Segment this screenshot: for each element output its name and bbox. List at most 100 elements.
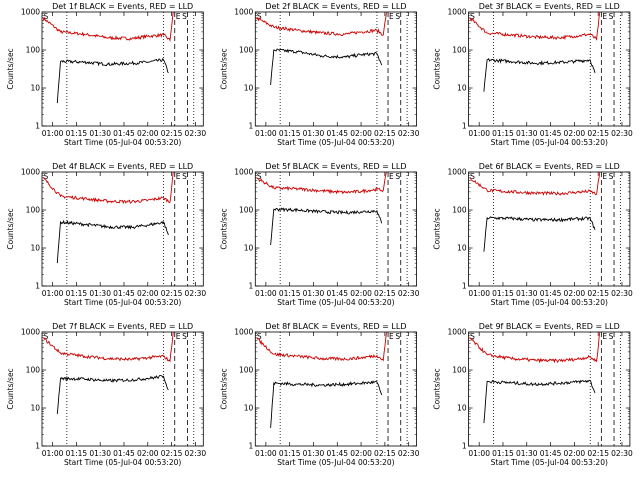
x-tick-label: 01:00 <box>468 449 490 458</box>
x-axis-label: Start Time (05-Jul-04 00:53:20) <box>277 138 394 147</box>
marker-s: S <box>182 172 187 181</box>
marker-s: S <box>395 332 400 341</box>
marker-e: E <box>176 332 181 341</box>
x-tick-label: 01:45 <box>326 129 348 138</box>
y-tick-label: 10 <box>30 244 40 253</box>
y-tick-label: 1000 <box>448 328 467 337</box>
y-tick-label: 1000 <box>21 328 40 337</box>
x-tick-label: 02:30 <box>611 289 633 298</box>
x-tick-label: 01:45 <box>540 449 562 458</box>
y-tick-label: 100 <box>26 366 41 375</box>
lld-series-line <box>469 331 601 364</box>
y-tick-label: 1 <box>462 282 467 291</box>
x-tick-label: 02:00 <box>137 449 159 458</box>
x-tick-label: 01:30 <box>89 129 111 138</box>
x-tick-label: 01:15 <box>492 449 514 458</box>
panel-det-1: Det 1f BLACK = Events, RED = LLD 1 10 100 10… <box>6 2 206 147</box>
lld-series-line <box>469 11 601 41</box>
x-tick-label: 01:30 <box>516 129 538 138</box>
y-tick-label: 10 <box>457 84 467 93</box>
x-tick-label: 02:00 <box>350 289 372 298</box>
y-tick-label: 100 <box>239 366 254 375</box>
plot-frame <box>468 11 631 127</box>
x-tick-label: 01:15 <box>279 289 301 298</box>
panel-det-6: Det 6f BLACK = Events, RED = LLD 1 10 100 10… <box>433 162 633 307</box>
x-tick-label: 01:15 <box>279 449 301 458</box>
x-tick-label: 01:15 <box>492 289 514 298</box>
y-tick-label: 10 <box>244 404 254 413</box>
x-tick-label: 01:30 <box>516 289 538 298</box>
x-axis-label: Start Time (05-Jul-04 00:53:20) <box>64 458 181 467</box>
lld-series-line <box>469 171 601 196</box>
marker-s: S <box>470 332 475 341</box>
y-axis-label: Counts/sec <box>433 208 442 249</box>
y-axis-label: Counts/sec <box>219 208 228 249</box>
panel-det-7: Det 7f BLACK = Events, RED = LLD 1 10 100 10… <box>6 322 206 467</box>
panel-det-2: Det 2f BLACK = Events, RED = LLD 1 10 100 10… <box>219 2 419 147</box>
marker-s: S <box>470 12 475 21</box>
y-tick-label: 1 <box>249 282 254 291</box>
y-tick-label: 100 <box>26 46 41 55</box>
marker-e: E <box>389 12 394 21</box>
x-axis-label: Start Time (05-Jul-04 00:53:20) <box>277 298 394 307</box>
events-series-line <box>270 48 383 86</box>
chart-title: Det 8f BLACK = Events, RED = LLD <box>265 322 406 331</box>
y-tick-label: 100 <box>239 206 254 215</box>
y-tick-label: 100 <box>452 46 467 55</box>
lld-series-line <box>42 171 174 205</box>
chart-title: Det 9f BLACK = Events, RED = LLD <box>479 322 620 331</box>
plot-frame <box>254 11 418 127</box>
x-tick-label: 01:00 <box>42 289 64 298</box>
x-tick-label: 02:00 <box>350 449 372 458</box>
events-series-line <box>483 58 596 92</box>
x-tick-label: 01:30 <box>89 449 111 458</box>
y-tick-label: 100 <box>452 206 467 215</box>
y-axis-label: Counts/sec <box>433 48 442 89</box>
x-tick-label: 02:00 <box>564 129 586 138</box>
y-tick-label: 1 <box>249 122 254 131</box>
x-tick-label: 02:30 <box>185 289 207 298</box>
x-tick-label: 02:15 <box>374 449 396 458</box>
plot-frame <box>254 331 418 447</box>
x-tick-label: 02:00 <box>350 129 372 138</box>
x-tick-label: 02:15 <box>374 129 396 138</box>
x-axis-label: Start Time (05-Jul-04 00:53:20) <box>491 458 608 467</box>
x-tick-label: 01:00 <box>468 289 490 298</box>
y-tick-label: 1 <box>35 442 40 451</box>
x-tick-label: 01:45 <box>113 449 135 458</box>
events-series-line <box>483 216 596 252</box>
y-axis-label: Counts/sec <box>6 368 15 409</box>
chart-title: Det 4f BLACK = Events, RED = LLD <box>52 162 193 171</box>
marker-s: S <box>44 332 49 341</box>
lld-series-line <box>256 11 387 36</box>
y-tick-label: 1000 <box>234 8 253 17</box>
chart-title: Det 2f BLACK = Events, RED = LLD <box>265 2 406 11</box>
x-tick-label: 01:00 <box>42 449 64 458</box>
y-tick-label: 1 <box>35 282 40 291</box>
chart-title: Det 5f BLACK = Events, RED = LLD <box>265 162 406 171</box>
marker-e: E <box>602 332 607 341</box>
x-tick-label: 02:30 <box>611 129 633 138</box>
marker-s: S <box>609 172 614 181</box>
y-axis-label: Counts/sec <box>433 368 442 409</box>
y-tick-label: 1000 <box>21 8 40 17</box>
x-tick-label: 01:30 <box>303 289 325 298</box>
x-tick-label: 02:15 <box>374 289 396 298</box>
lld-series-line <box>256 331 387 362</box>
marker-s: S <box>182 12 187 21</box>
x-tick-label: 02:30 <box>398 129 420 138</box>
marker-s: S <box>609 12 614 21</box>
y-tick-label: 100 <box>452 366 467 375</box>
x-tick-label: 02:00 <box>137 129 159 138</box>
y-tick-label: 10 <box>244 84 254 93</box>
x-axis-label: Start Time (05-Jul-04 00:53:20) <box>64 298 181 307</box>
y-tick-label: 1000 <box>448 8 467 17</box>
y-tick-label: 10 <box>30 404 40 413</box>
x-tick-label: 02:30 <box>185 449 207 458</box>
x-tick-label: 02:30 <box>185 129 207 138</box>
panel-det-8: Det 8f BLACK = Events, RED = LLD 1 10 100 10… <box>219 322 419 467</box>
marker-e: E <box>176 12 181 21</box>
marker-s: S <box>470 172 475 181</box>
x-tick-label: 01:15 <box>66 449 88 458</box>
